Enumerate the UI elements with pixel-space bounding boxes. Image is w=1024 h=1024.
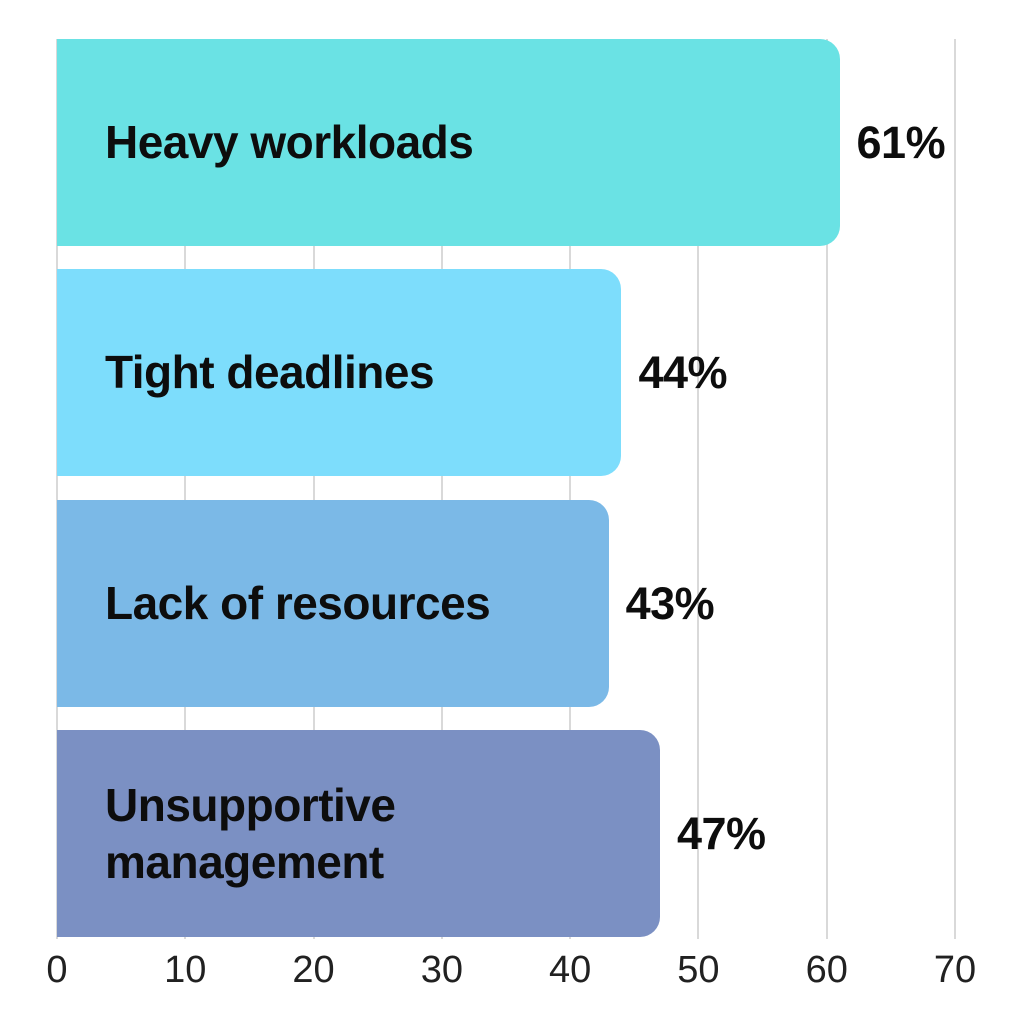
x-axis-tick-label: 50 bbox=[677, 949, 720, 991]
bar-row: Unsupportive management 47% bbox=[57, 730, 955, 937]
bar-category-label: Tight deadlines bbox=[105, 346, 435, 399]
bar: Tight deadlines bbox=[57, 269, 622, 476]
x-axis-tick-label: 10 bbox=[164, 949, 207, 991]
plot-area: Heavy workloads 61% Tight deadlines 44% Lack… bbox=[56, 39, 956, 939]
x-axis-tick-label: 60 bbox=[805, 949, 848, 991]
bar-value-label: 44% bbox=[638, 346, 728, 398]
bar-category-label: Unsupportive management bbox=[105, 779, 396, 888]
bar-value-label: 47% bbox=[676, 807, 766, 859]
bar-category-label: Lack of resources bbox=[105, 577, 491, 630]
gridline bbox=[697, 39, 700, 939]
bar-row: Heavy workloads 61% bbox=[57, 39, 955, 246]
x-axis-tick-label: 20 bbox=[292, 949, 335, 991]
x-axis-tick-label: 40 bbox=[549, 949, 592, 991]
gridline bbox=[440, 39, 443, 939]
x-axis-tick-label: 30 bbox=[420, 949, 463, 991]
gridline bbox=[56, 39, 58, 939]
gridline bbox=[954, 39, 956, 939]
bar: Lack of resources bbox=[57, 500, 609, 707]
bar-row: Tight deadlines 44% bbox=[57, 269, 955, 476]
gridline bbox=[184, 39, 187, 939]
bar-value-label: 43% bbox=[625, 577, 715, 629]
bar-row: Lack of resources 43% bbox=[57, 500, 955, 707]
gridline bbox=[825, 39, 828, 939]
x-axis: 0 10 20 30 40 50 60 70 bbox=[46, 946, 976, 998]
bar-category-label: Heavy workloads bbox=[105, 116, 474, 169]
gridline bbox=[569, 39, 572, 939]
bar: Heavy workloads bbox=[57, 39, 840, 246]
x-axis-tick-label: 0 bbox=[46, 949, 68, 991]
x-axis-tick-label: 70 bbox=[933, 949, 977, 991]
bar-value-label: 61% bbox=[856, 116, 946, 168]
gridline bbox=[312, 39, 315, 939]
bar: Unsupportive management bbox=[57, 730, 660, 937]
